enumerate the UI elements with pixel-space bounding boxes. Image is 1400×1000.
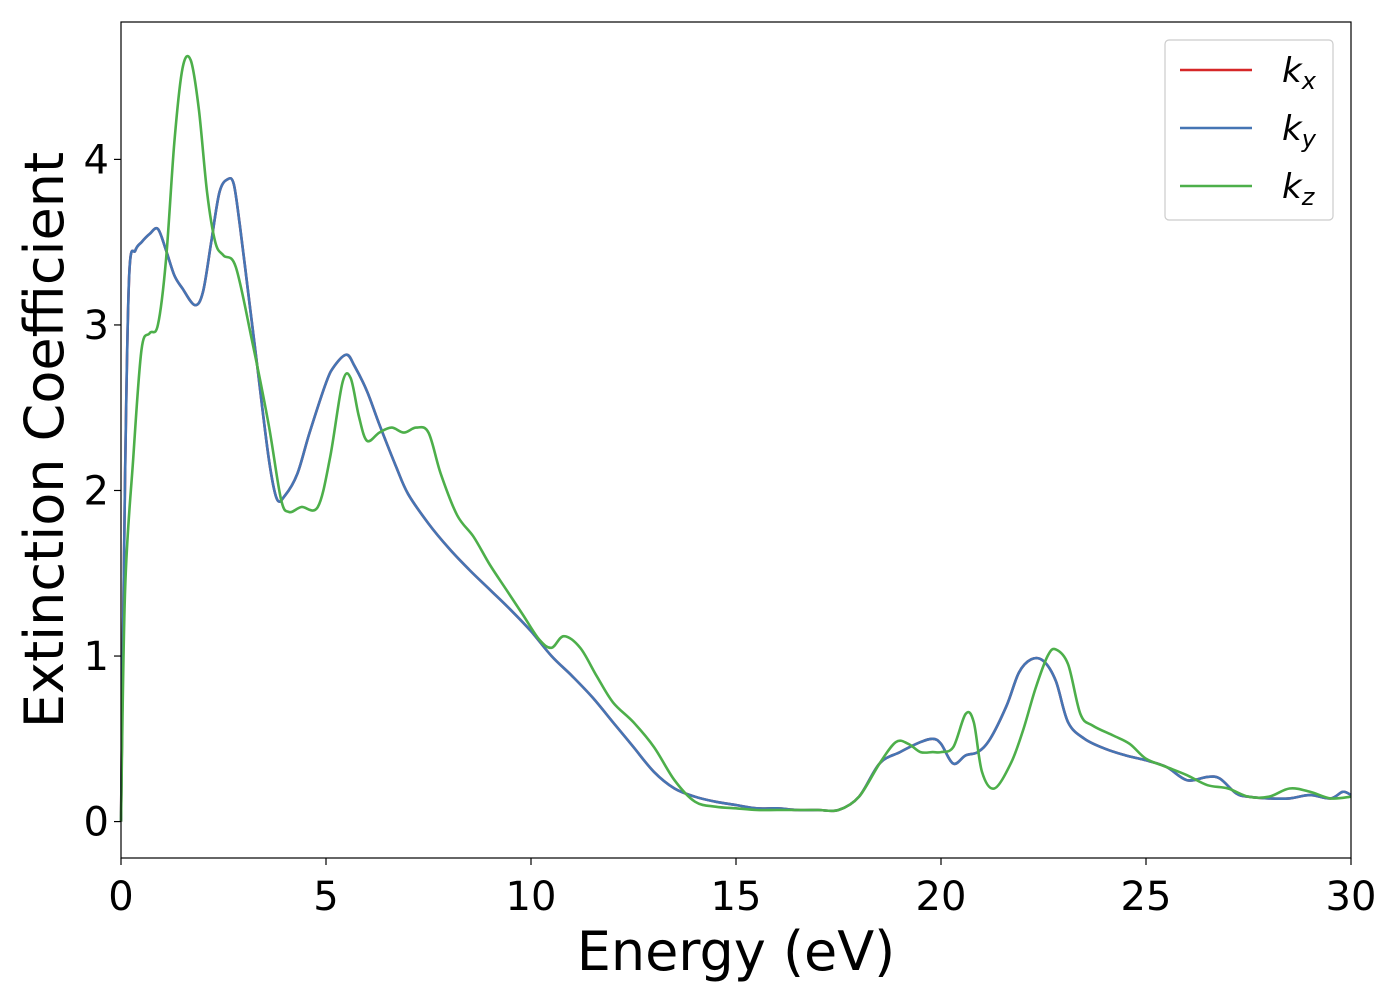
- series-line-kz: [119, 54, 1352, 822]
- x-axis-ticks: 0 5 10 15 20 25 30: [108, 858, 1376, 920]
- series-layer: [119, 54, 1352, 822]
- x-axis-label: Energy (eV): [577, 920, 896, 983]
- x-tick-label: 20: [916, 874, 967, 920]
- y-axis-ticks: 0 1 2 3 4: [84, 137, 121, 846]
- legend-entries: kx ky kz: [1180, 51, 1317, 211]
- y-tick-label: 3: [84, 303, 109, 349]
- x-tick-label: 10: [506, 874, 557, 920]
- legend-label-kz: kz: [1282, 167, 1316, 211]
- x-tick-label: 15: [711, 874, 762, 920]
- legend-box: [1164, 39, 1334, 221]
- y-axis-label: Extinction Coefficient: [13, 152, 76, 728]
- legend-label-kx: kx: [1282, 51, 1317, 95]
- y-tick-label: 4: [84, 137, 109, 183]
- x-tick-label: 0: [108, 874, 133, 920]
- y-tick-label: 1: [84, 634, 109, 680]
- y-tick-label: 2: [84, 468, 109, 514]
- series-line-ky: [119, 176, 1352, 822]
- x-tick-label: 5: [313, 874, 338, 920]
- legend-label-ky: ky: [1282, 109, 1317, 153]
- x-tick-label: 25: [1121, 874, 1172, 920]
- x-tick-label: 30: [1326, 874, 1377, 920]
- legend: kx ky kz: [1164, 39, 1334, 221]
- y-tick-label: 0: [84, 800, 109, 846]
